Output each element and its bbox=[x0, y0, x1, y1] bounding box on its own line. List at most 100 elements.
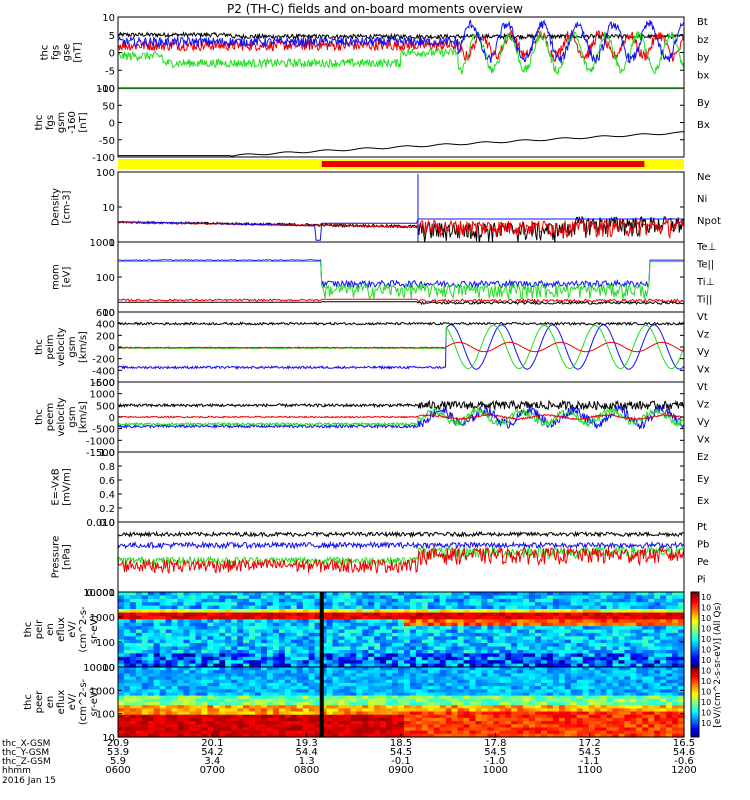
spectrogram-cell bbox=[398, 673, 405, 678]
spectrogram-cell bbox=[153, 708, 161, 713]
spectrogram-cell bbox=[243, 717, 250, 722]
spectrogram-cell bbox=[189, 692, 197, 697]
spectrogram-cell bbox=[463, 724, 471, 729]
spectrogram-cell bbox=[296, 705, 304, 709]
spectrogram-cell bbox=[302, 692, 310, 697]
spectrogram-cell bbox=[457, 626, 465, 631]
spectrogram-cell bbox=[362, 714, 369, 719]
spectrogram-cell bbox=[523, 612, 530, 617]
spectrogram-cell bbox=[362, 643, 369, 648]
spectrogram-cell bbox=[582, 686, 590, 690]
spectrogram-cell bbox=[642, 653, 649, 658]
spectrogram-cell bbox=[147, 626, 155, 631]
spectrogram-cell bbox=[362, 692, 369, 697]
spectrogram-cell bbox=[624, 686, 631, 690]
x-tick-label: 54.4 bbox=[296, 747, 318, 758]
spectrogram-cell bbox=[618, 673, 626, 678]
spectrogram-cell bbox=[356, 692, 363, 697]
spectrogram-cell bbox=[594, 686, 602, 690]
spectrogram-cell bbox=[493, 663, 500, 668]
spectrogram-cell bbox=[183, 679, 191, 684]
spectrogram-cell bbox=[439, 673, 447, 678]
spectrogram-cell bbox=[612, 667, 620, 671]
spectrogram-cell bbox=[350, 692, 357, 697]
spectrogram-cell bbox=[398, 602, 405, 607]
spectrogram-cell bbox=[326, 733, 334, 738]
spectrogram-cell bbox=[600, 689, 608, 694]
spectrogram-cell bbox=[588, 667, 596, 671]
spectrogram-cell bbox=[302, 663, 310, 668]
spectrogram-cell bbox=[445, 676, 453, 681]
spectrogram-cell bbox=[678, 592, 685, 596]
spectrogram-cell bbox=[332, 698, 340, 703]
spectrogram-cell bbox=[302, 629, 310, 634]
spectrogram-cell bbox=[570, 676, 578, 681]
y-tick-label: 100 bbox=[96, 273, 115, 284]
spectrogram-cell bbox=[320, 705, 328, 709]
spectrogram-cell bbox=[415, 711, 423, 716]
spectrogram-cell bbox=[642, 615, 649, 620]
spectrogram-cell bbox=[672, 646, 679, 651]
spectrogram-cell bbox=[284, 656, 292, 661]
spectrogram-cell bbox=[380, 656, 387, 661]
spectrogram-cell bbox=[135, 612, 143, 617]
spectrogram-cell bbox=[189, 598, 197, 603]
spectrogram-cell bbox=[368, 643, 375, 648]
spectrogram-cell bbox=[600, 612, 608, 617]
spectrogram-cell bbox=[392, 682, 399, 687]
spectrogram-cell bbox=[129, 689, 137, 694]
spectrogram-cell bbox=[445, 609, 453, 613]
spectrogram-cell bbox=[648, 622, 655, 627]
spectrogram-cell bbox=[177, 682, 185, 687]
spectrogram-cell bbox=[606, 650, 614, 654]
spectrogram-cell bbox=[582, 692, 590, 697]
spectrogram-cell bbox=[290, 727, 298, 732]
spectrogram-cell bbox=[529, 730, 536, 735]
spectrogram-cell bbox=[320, 636, 328, 641]
spectrogram-cell bbox=[350, 724, 357, 729]
spectrogram-cell bbox=[261, 682, 268, 687]
spectrogram-cell bbox=[606, 592, 614, 596]
spectrogram-cell bbox=[243, 721, 250, 725]
spectrogram-cell bbox=[535, 689, 542, 694]
spectrogram-cell bbox=[421, 609, 429, 613]
spectrogram-cell bbox=[147, 592, 155, 596]
spectrogram-cell bbox=[576, 656, 584, 661]
spectrogram-cell bbox=[660, 721, 667, 725]
spectrogram-cell bbox=[141, 660, 149, 665]
spectrogram-cell bbox=[290, 615, 298, 620]
y-tick-label: 0.2 bbox=[99, 504, 115, 515]
spectrogram-cell bbox=[582, 602, 590, 607]
spectrogram-cell bbox=[302, 676, 310, 681]
spectrogram-cell bbox=[344, 639, 351, 644]
spectrogram-cell bbox=[499, 612, 506, 617]
spectrogram-cell bbox=[171, 724, 179, 729]
spectrogram-cell bbox=[439, 626, 447, 631]
spectrogram-cell bbox=[451, 695, 459, 700]
spectrogram-cell bbox=[666, 609, 673, 613]
spectrogram-cell bbox=[594, 705, 602, 709]
spectrogram-cell bbox=[672, 592, 679, 596]
spectrogram-cell bbox=[159, 622, 167, 627]
spectrogram-cell bbox=[600, 653, 608, 658]
spectrogram-cell bbox=[505, 711, 512, 716]
spectrogram-cell bbox=[654, 602, 661, 607]
spectrogram-cell bbox=[505, 730, 512, 735]
spectrogram-cell bbox=[124, 660, 131, 665]
spectrogram-cell bbox=[243, 646, 250, 651]
spectrogram-cell bbox=[535, 636, 542, 641]
spectrogram-cell bbox=[576, 730, 584, 735]
spectrogram-cell bbox=[606, 646, 614, 651]
spectrogram-cell bbox=[624, 629, 631, 634]
spectrogram-cell bbox=[243, 698, 250, 703]
spectrogram-cell bbox=[398, 708, 405, 713]
spectrogram-cell bbox=[630, 605, 637, 610]
spectrogram-cell bbox=[326, 708, 334, 713]
spectrogram-cell bbox=[350, 622, 357, 627]
spectrogram-cell bbox=[564, 592, 572, 596]
spectrogram-cell bbox=[415, 626, 423, 631]
spectrogram-cell bbox=[433, 626, 441, 631]
spectrogram-cell bbox=[600, 670, 608, 674]
spectrogram-cell bbox=[457, 656, 465, 661]
spectrogram-cell bbox=[636, 724, 643, 729]
